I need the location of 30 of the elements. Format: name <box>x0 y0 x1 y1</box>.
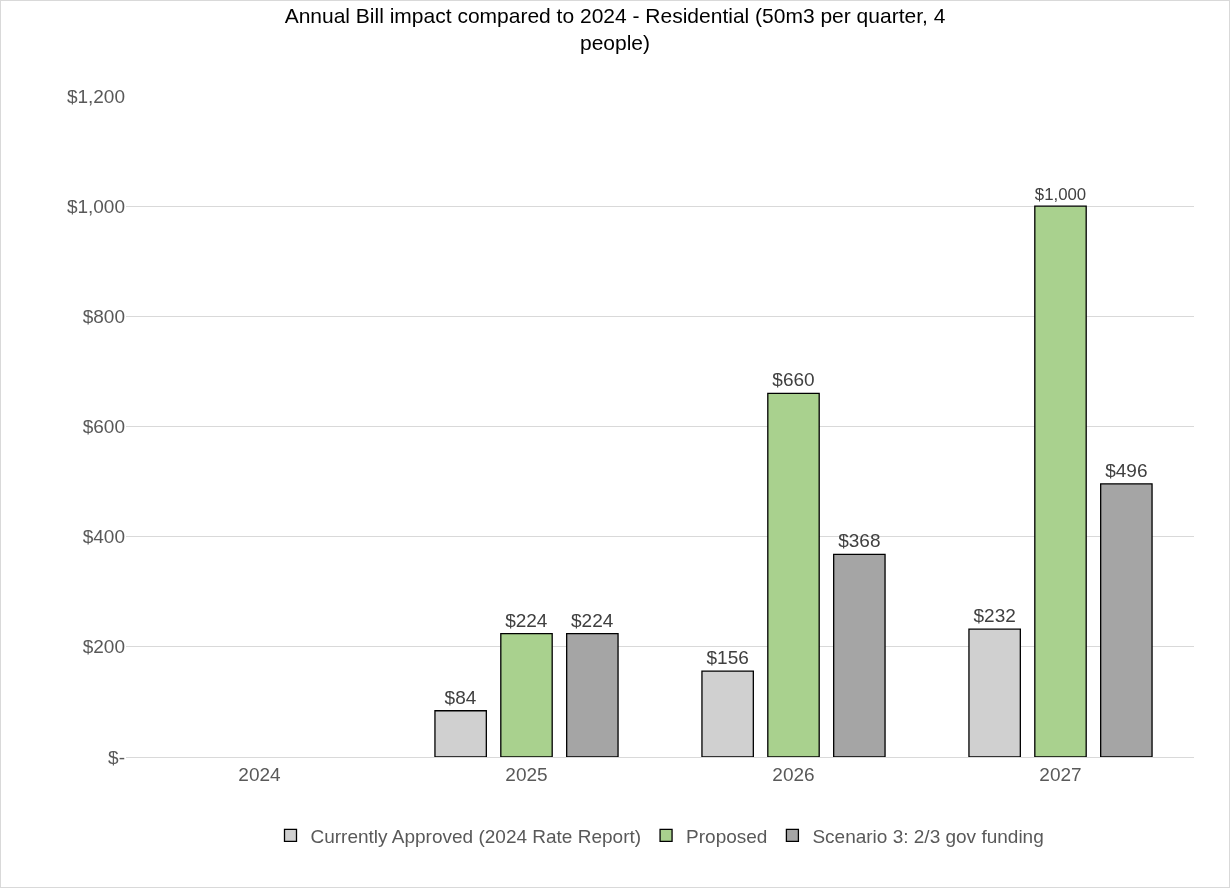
y-tick-label: $1,200 <box>66 85 125 107</box>
bar <box>1100 483 1153 757</box>
chart-title: Annual Bill impact compared to 2024 - Residential (50m3 per quarter, 4 people) <box>284 4 946 55</box>
y-tick-label: $1,000 <box>66 195 125 217</box>
data-label: $84 <box>444 686 477 708</box>
bar <box>833 553 886 757</box>
y-tick-label: $400 <box>82 526 125 548</box>
data-label: $232 <box>973 605 1016 627</box>
data-label: $224 <box>505 609 548 631</box>
data-label: $368 <box>838 530 881 552</box>
legend-label: Currently Approved (2024 Rate Report) <box>310 825 642 847</box>
data-label: $224 <box>571 609 614 631</box>
bar <box>566 632 619 757</box>
x-tick-label: 2025 <box>505 763 548 785</box>
legend-label: Scenario 3: 2/3 gov funding <box>812 825 1044 847</box>
data-label: $660 <box>772 369 815 391</box>
bar <box>500 632 553 757</box>
x-tick-label: 2027 <box>1039 763 1082 785</box>
data-label: $1,000 <box>1034 184 1087 204</box>
y-tick-label: $800 <box>82 305 125 327</box>
x-tick-label: 2026 <box>772 763 815 785</box>
data-label: $156 <box>706 647 749 669</box>
legend-label: Proposed <box>686 825 768 847</box>
y-tick-label: $200 <box>82 636 125 658</box>
bar <box>1034 205 1087 757</box>
y-tick-label: $600 <box>82 416 125 438</box>
bar <box>767 392 820 757</box>
x-tick-label: 2024 <box>238 763 282 785</box>
y-tick-label: $- <box>108 746 125 768</box>
data-label: $496 <box>1105 459 1148 481</box>
